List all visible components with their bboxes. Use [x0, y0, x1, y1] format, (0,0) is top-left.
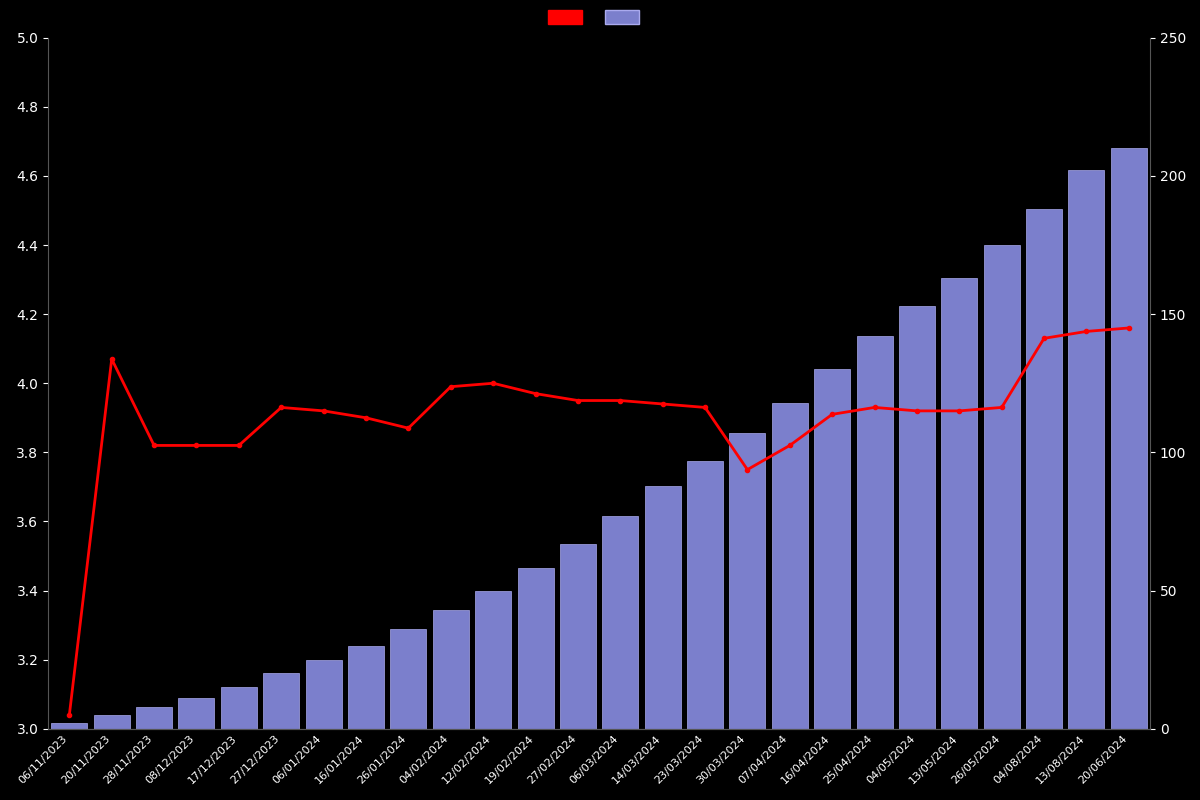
Bar	[560, 543, 596, 729]
Bar	[899, 306, 935, 729]
Bar	[1026, 209, 1062, 729]
Bar	[941, 278, 977, 729]
Bar	[306, 660, 342, 729]
Bar	[730, 433, 766, 729]
Bar	[263, 674, 299, 729]
Bar	[602, 516, 638, 729]
Bar	[814, 370, 850, 729]
Bar	[52, 723, 88, 729]
Bar	[1111, 148, 1147, 729]
Bar	[688, 461, 724, 729]
Legend: , : ,	[547, 10, 650, 25]
Bar	[348, 646, 384, 729]
Bar	[179, 698, 215, 729]
Bar	[857, 336, 893, 729]
Bar	[94, 715, 130, 729]
Bar	[475, 590, 511, 729]
Bar	[772, 402, 808, 729]
Bar	[644, 486, 680, 729]
Bar	[984, 245, 1020, 729]
Bar	[221, 687, 257, 729]
Bar	[433, 610, 469, 729]
Bar	[1068, 170, 1104, 729]
Bar	[517, 569, 553, 729]
Bar	[136, 706, 172, 729]
Bar	[390, 630, 426, 729]
